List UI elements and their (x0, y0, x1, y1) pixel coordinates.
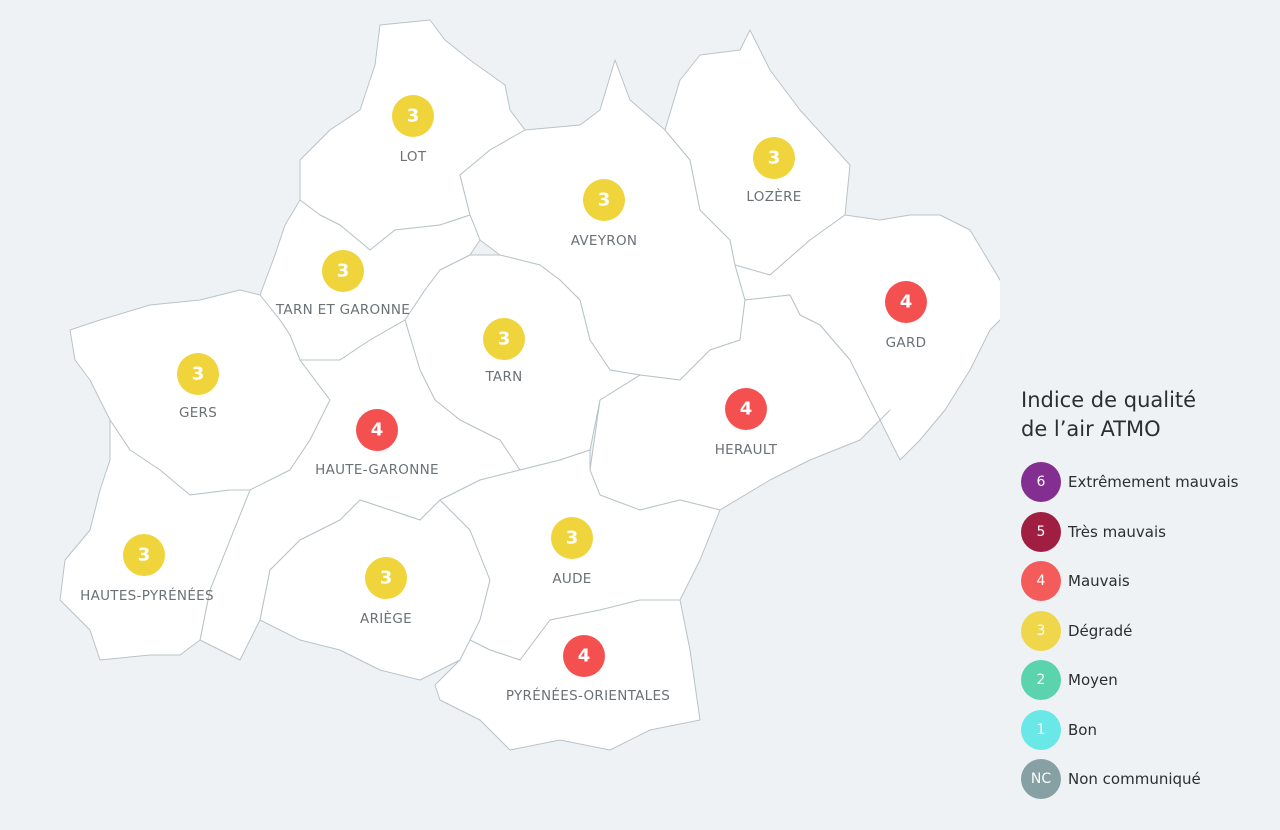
department-name: GERS (179, 405, 217, 421)
legend-swatch: 4 (1021, 561, 1061, 601)
index-badge[interactable] (753, 137, 795, 179)
legend-items: 6 Extrêmement mauvais 5 Très mauvais 4 Mauvai… (1021, 462, 1271, 799)
legend-item: 2 Moyen (1021, 660, 1271, 700)
index-value: 3 (598, 190, 611, 211)
legend-item: 3 Dégradé (1021, 610, 1271, 651)
legend-label: Mauvais (1068, 572, 1130, 590)
index-value: 3 (498, 329, 511, 350)
index-badge[interactable] (885, 281, 927, 323)
index-value: 4 (740, 399, 753, 420)
legend-label: Extrêmement mauvais (1068, 473, 1239, 491)
department-marker[interactable]: 4 HERAULT (715, 388, 778, 458)
department-marker[interactable]: 3 LOT (392, 95, 434, 165)
legend-swatch: 6 (1021, 462, 1061, 502)
legend-swatch: 2 (1021, 660, 1061, 700)
department-marker[interactable]: 4 GARD (885, 281, 927, 351)
department-name: HAUTES-PYRÉNÉES (80, 587, 214, 604)
index-badge[interactable] (392, 95, 434, 137)
department-marker[interactable]: 3 TARN (483, 318, 525, 385)
markers: 3 LOT 3 AVEYRON 3 LOZÈRE 3 TARN ET GARONNE 4… (80, 95, 927, 704)
department-name: AUDE (552, 571, 591, 587)
legend-item: 6 Extrêmement mauvais (1021, 462, 1271, 502)
department-marker[interactable]: 3 AUDE (551, 517, 593, 587)
index-badge[interactable] (725, 388, 767, 430)
department-name: HAUTE-GARONNE (315, 462, 439, 478)
legend-title: Indice de qualité de l’air ATMO (1021, 388, 1197, 441)
index-badge[interactable] (356, 409, 398, 451)
department-name: TARN (484, 369, 522, 385)
index-value: 4 (578, 646, 591, 667)
index-badge[interactable] (551, 517, 593, 559)
legend-label: Dégradé (1068, 621, 1133, 640)
legend-label: Très mauvais (1068, 522, 1166, 541)
department-name: GARD (886, 335, 927, 351)
index-badge[interactable] (365, 557, 407, 599)
legend-label: Bon (1068, 720, 1097, 739)
legend-label: Moyen (1068, 671, 1118, 689)
legend-swatch: 5 (1021, 511, 1061, 552)
department-marker[interactable]: 3 ARIÈGE (360, 557, 412, 627)
shape-pyrenees-orientales[interactable] (434, 599, 701, 751)
legend-swatch: 1 (1021, 709, 1061, 750)
legend-item: NC Non communiqué (1021, 759, 1271, 799)
department-name: LOZÈRE (746, 188, 801, 205)
index-badge[interactable] (322, 250, 364, 292)
index-badge[interactable] (563, 635, 605, 677)
index-value: 3 (192, 364, 205, 385)
legend-label: Non communiqué (1068, 770, 1201, 788)
department-name: ARIÈGE (360, 610, 412, 627)
index-value: 3 (380, 568, 393, 589)
index-value: 3 (337, 261, 350, 282)
index-badge[interactable] (583, 179, 625, 221)
department-name: HERAULT (715, 442, 778, 458)
department-marker[interactable]: 4 PYRÉNÉES-ORIENTALES (506, 635, 670, 704)
department-marker[interactable]: 3 GERS (177, 353, 219, 421)
index-value: 3 (138, 545, 151, 566)
legend-item: 4 Mauvais (1021, 561, 1271, 601)
department-name: PYRÉNÉES-ORIENTALES (506, 687, 670, 704)
legend: Indice de qualité de l’air ATMO 6 Extrême… (1021, 386, 1271, 809)
department-marker[interactable]: 4 HAUTE-GARONNE (315, 409, 439, 478)
index-value: 3 (768, 148, 781, 169)
department-name: TARN ET GARONNE (275, 302, 410, 318)
index-badge[interactable] (483, 318, 525, 360)
index-badge[interactable] (177, 353, 219, 395)
index-value: 3 (407, 106, 420, 127)
legend-item: 1 Bon (1021, 709, 1271, 750)
index-value: 3 (566, 528, 579, 549)
index-value: 4 (900, 292, 913, 313)
shape-gard[interactable] (734, 214, 1000, 461)
department-marker[interactable]: 3 LOZÈRE (746, 137, 801, 205)
map: 3 LOT 3 AVEYRON 3 LOZÈRE 3 TARN ET GARONNE 4… (59, 19, 1000, 751)
department-marker[interactable]: 3 HAUTES-PYRÉNÉES (80, 534, 214, 604)
department-marker[interactable]: 3 TARN ET GARONNE (275, 250, 410, 318)
legend-swatch: 3 (1021, 610, 1061, 651)
index-value: 4 (371, 420, 384, 441)
legend-swatch: NC (1021, 759, 1061, 799)
index-badge[interactable] (123, 534, 165, 576)
department-name: AVEYRON (571, 233, 638, 249)
department-marker[interactable]: 3 AVEYRON (571, 179, 638, 249)
legend-item: 5 Très mauvais (1021, 511, 1271, 552)
department-name: LOT (400, 149, 427, 165)
